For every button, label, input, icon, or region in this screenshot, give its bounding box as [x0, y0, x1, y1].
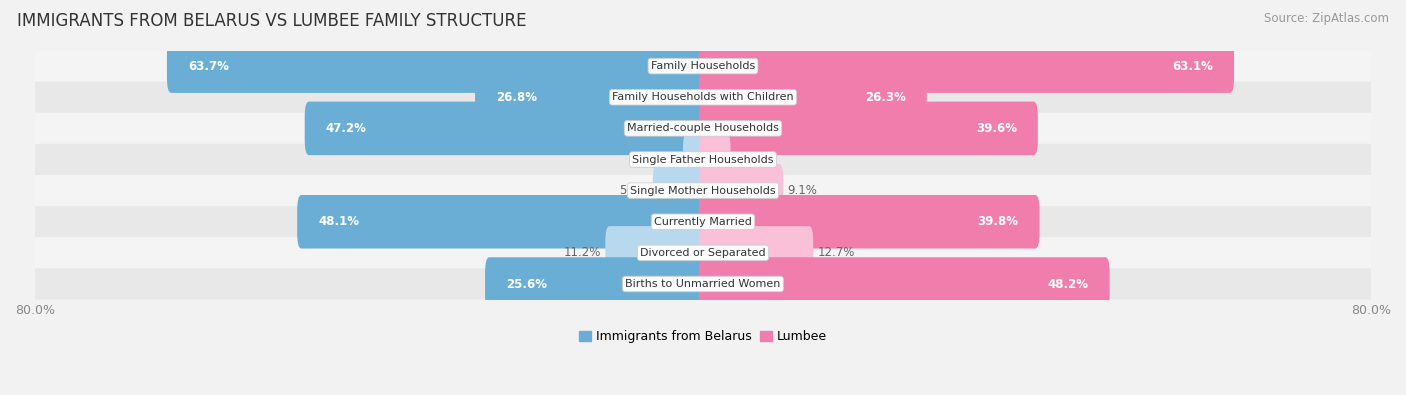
- FancyBboxPatch shape: [699, 133, 731, 186]
- FancyBboxPatch shape: [305, 102, 707, 155]
- Text: 1.9%: 1.9%: [650, 153, 679, 166]
- Text: Currently Married: Currently Married: [654, 217, 752, 227]
- Text: Family Households with Children: Family Households with Children: [612, 92, 794, 102]
- Text: 11.2%: 11.2%: [564, 246, 602, 260]
- FancyBboxPatch shape: [35, 144, 1371, 175]
- FancyBboxPatch shape: [35, 237, 1371, 269]
- FancyBboxPatch shape: [35, 82, 1371, 113]
- FancyBboxPatch shape: [35, 113, 1371, 144]
- FancyBboxPatch shape: [485, 257, 707, 311]
- FancyBboxPatch shape: [35, 51, 1371, 82]
- Text: 48.1%: 48.1%: [318, 215, 359, 228]
- FancyBboxPatch shape: [35, 206, 1371, 237]
- FancyBboxPatch shape: [699, 257, 1109, 311]
- Text: 9.1%: 9.1%: [787, 184, 817, 197]
- FancyBboxPatch shape: [683, 133, 707, 186]
- Text: 39.6%: 39.6%: [976, 122, 1017, 135]
- Text: 25.6%: 25.6%: [506, 278, 547, 290]
- Text: 5.5%: 5.5%: [619, 184, 648, 197]
- FancyBboxPatch shape: [699, 164, 783, 217]
- Text: 63.1%: 63.1%: [1173, 60, 1213, 73]
- FancyBboxPatch shape: [35, 175, 1371, 206]
- Text: Family Households: Family Households: [651, 61, 755, 71]
- Text: 26.3%: 26.3%: [865, 91, 905, 104]
- FancyBboxPatch shape: [699, 195, 1039, 248]
- Text: 47.2%: 47.2%: [326, 122, 367, 135]
- Text: Married-couple Households: Married-couple Households: [627, 123, 779, 134]
- Text: 63.7%: 63.7%: [188, 60, 229, 73]
- Text: 2.8%: 2.8%: [735, 153, 765, 166]
- FancyBboxPatch shape: [297, 195, 707, 248]
- Text: Single Father Households: Single Father Households: [633, 154, 773, 164]
- Text: 12.7%: 12.7%: [817, 246, 855, 260]
- Text: 39.8%: 39.8%: [977, 215, 1018, 228]
- Text: 26.8%: 26.8%: [496, 91, 537, 104]
- Text: Single Mother Households: Single Mother Households: [630, 186, 776, 196]
- FancyBboxPatch shape: [475, 70, 707, 124]
- Legend: Immigrants from Belarus, Lumbee: Immigrants from Belarus, Lumbee: [574, 325, 832, 348]
- FancyBboxPatch shape: [699, 226, 813, 280]
- Text: Births to Unmarried Women: Births to Unmarried Women: [626, 279, 780, 289]
- Text: IMMIGRANTS FROM BELARUS VS LUMBEE FAMILY STRUCTURE: IMMIGRANTS FROM BELARUS VS LUMBEE FAMILY…: [17, 12, 526, 30]
- FancyBboxPatch shape: [167, 40, 707, 93]
- FancyBboxPatch shape: [699, 102, 1038, 155]
- FancyBboxPatch shape: [699, 70, 927, 124]
- Text: Source: ZipAtlas.com: Source: ZipAtlas.com: [1264, 12, 1389, 25]
- FancyBboxPatch shape: [606, 226, 707, 280]
- Text: Divorced or Separated: Divorced or Separated: [640, 248, 766, 258]
- FancyBboxPatch shape: [35, 269, 1371, 299]
- FancyBboxPatch shape: [652, 164, 707, 217]
- FancyBboxPatch shape: [699, 40, 1234, 93]
- Text: 48.2%: 48.2%: [1047, 278, 1088, 290]
